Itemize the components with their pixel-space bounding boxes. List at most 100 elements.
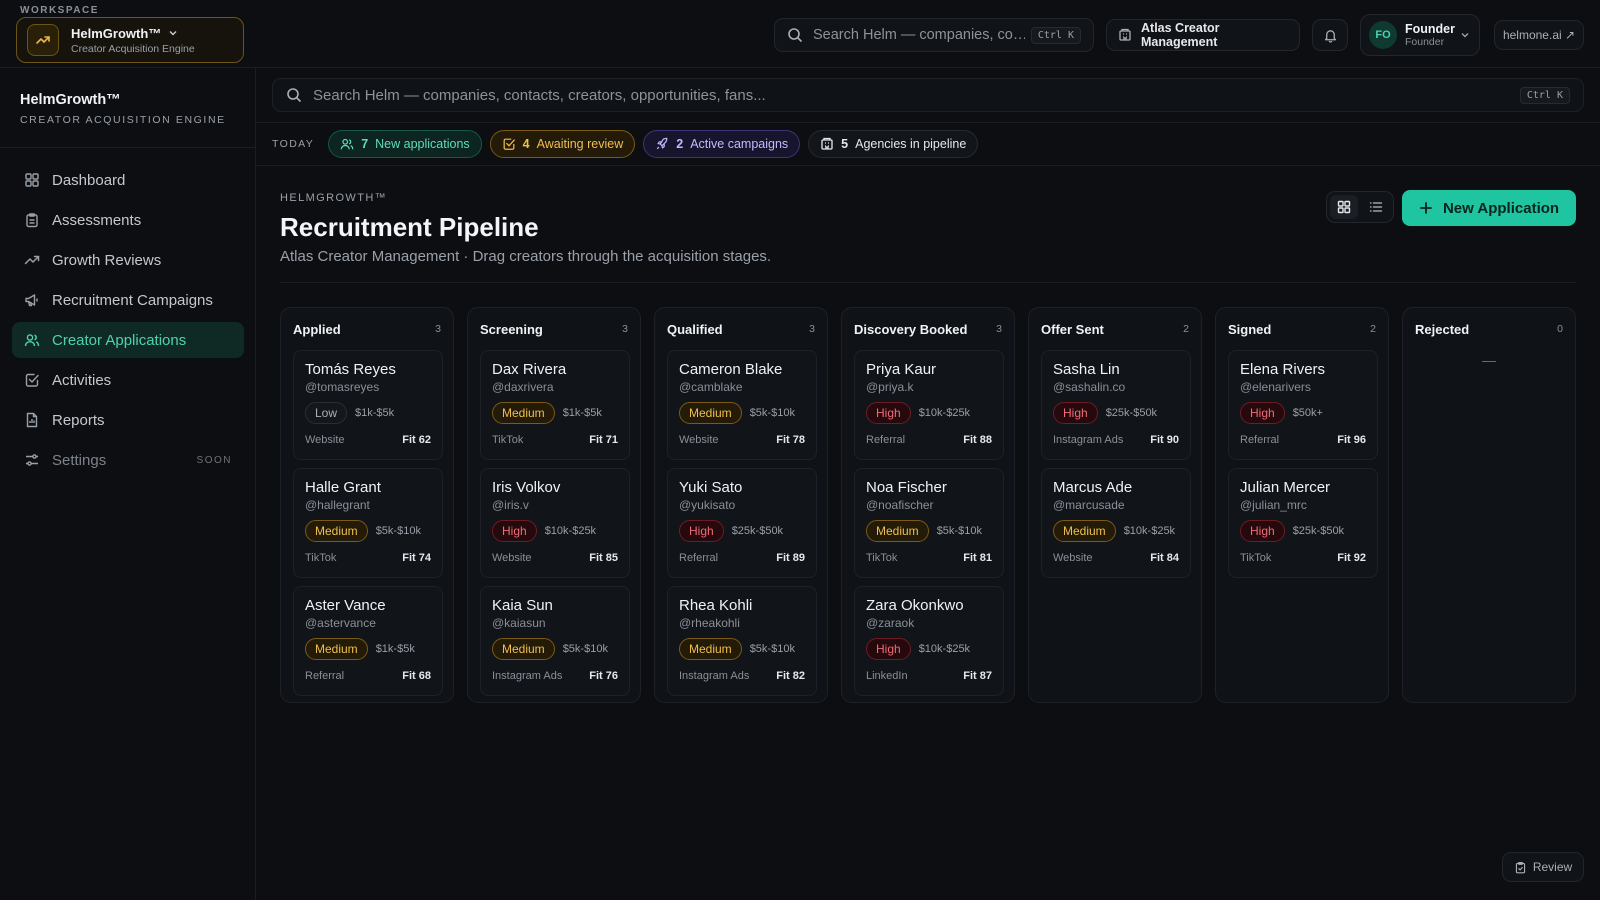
sidebar-item-settings[interactable]: Settings SOON <box>12 442 244 478</box>
creator-card[interactable]: Dax Rivera @daxrivera Medium $1k-$5k TikTok F… <box>480 350 630 460</box>
pipeline-column-rejected[interactable]: Rejected 0 — <box>1402 307 1576 703</box>
pipeline-column-offer-sent[interactable]: Offer Sent 2 Sasha Lin @sashalin.co High $25k… <box>1028 307 1202 703</box>
sliders-icon <box>24 452 40 468</box>
creator-card[interactable]: Sasha Lin @sashalin.co High $25k-$50k Instag… <box>1041 350 1191 460</box>
creator-card[interactable]: Noa Fischer @noafischer Medium $5k-$10k TikT… <box>854 468 1004 578</box>
new-application-button[interactable]: New Application <box>1402 190 1576 226</box>
plus-icon <box>1419 201 1433 215</box>
sidebar-item-growth-reviews[interactable]: Growth Reviews <box>12 242 244 278</box>
fit-score: Fit 71 <box>589 434 618 446</box>
column-header: Qualified 3 <box>667 308 815 350</box>
creator-handle: @elenarivers <box>1240 380 1311 394</box>
lead-source: Referral <box>305 670 345 682</box>
creator-card[interactable]: Iris Volkov @iris.v High $10k-$25k Website Fi… <box>480 468 630 578</box>
column-title: Signed <box>1228 321 1272 337</box>
creator-handle: @yukisato <box>679 498 736 512</box>
creator-card[interactable]: Elena Rivers @elenarivers High $50k+ Referra… <box>1228 350 1378 460</box>
creator-handle: @camblake <box>679 380 743 394</box>
sidebar-item-dashboard[interactable]: Dashboard <box>12 162 244 198</box>
top-bar: WORKSPACE HelmGrowth™ Creator Acquisitio… <box>0 0 1600 68</box>
stat-label: Awaiting review <box>536 137 624 151</box>
creator-card[interactable]: Marcus Ade @marcusade Medium $10k-$25k Websi… <box>1041 468 1191 578</box>
creator-handle: @iris.v <box>492 498 529 512</box>
sidebar-tagline: CREATOR ACQUISITION ENGINE <box>20 114 226 126</box>
workspace-switcher[interactable]: HelmGrowth™ Creator Acquisition Engine <box>16 17 244 63</box>
pipeline-column-applied[interactable]: Applied 3 Tomás Reyes @tomasreyes Low $1k-$5k… <box>280 307 454 703</box>
sidebar-item-recruitment-campaigns[interactable]: Recruitment Campaigns <box>12 282 244 318</box>
budget-range: $1k-$5k <box>355 407 395 419</box>
creator-card[interactable]: Tomás Reyes @tomasreyes Low $1k-$5k Website F… <box>293 350 443 460</box>
trend-icon <box>24 252 40 268</box>
users-icon <box>24 332 40 348</box>
pipeline-column-discovery-booked[interactable]: Discovery Booked 3 Priya Kaur @priya.k High $… <box>841 307 1015 703</box>
sidebar-item-creator-applications[interactable]: Creator Applications <box>12 322 244 358</box>
fit-score: Fit 92 <box>1337 552 1366 564</box>
budget-range: $50k+ <box>1292 407 1323 419</box>
sidebar-item-label: Growth Reviews <box>52 251 162 269</box>
creator-card[interactable]: Cameron Blake @camblake Medium $5k-$10k Webs… <box>667 350 817 460</box>
stat-new-applications[interactable]: 7 New applications <box>328 130 482 158</box>
column-count: 3 <box>996 323 1002 335</box>
organization-selector[interactable]: Atlas Creator Management <box>1106 19 1300 51</box>
priority-badge: Medium <box>492 638 555 660</box>
new-application-label: New Application <box>1442 199 1560 217</box>
sidebar: HelmGrowth™ CREATOR ACQUISITION ENGINE D… <box>0 68 256 900</box>
users-icon <box>340 137 354 151</box>
creator-card[interactable]: Rhea Kohli @rheakohli Medium $5k-$10k Instag… <box>667 586 817 696</box>
budget-range: $5k-$10k <box>749 407 795 419</box>
main-search-input[interactable]: Search Helm — companies, contacts, creat… <box>272 78 1584 112</box>
search-icon <box>286 87 302 103</box>
priority-badge: Medium <box>679 402 742 424</box>
stat-active-campaigns[interactable]: 2 Active campaigns <box>643 130 801 158</box>
pipeline-column-signed[interactable]: Signed 2 Elena Rivers @elenarivers High $50k+… <box>1215 307 1389 703</box>
stat-agencies-in-pipeline[interactable]: 5 Agencies in pipeline <box>808 130 979 158</box>
creator-card[interactable]: Aster Vance @astervance Medium $1k-$5k Refer… <box>293 586 443 696</box>
creator-name: Tomás Reyes <box>305 361 396 378</box>
list-view-button[interactable] <box>1362 195 1390 219</box>
lead-source: Instagram Ads <box>492 670 563 682</box>
creator-handle: @zaraok <box>866 616 915 630</box>
global-search-input[interactable]: Search Helm — companies, co… Ctrl K <box>774 18 1094 52</box>
column-count: 3 <box>622 323 628 335</box>
stat-count: 4 <box>522 137 530 151</box>
organization-name: Atlas Creator Management <box>1141 21 1220 49</box>
creator-card[interactable]: Kaia Sun @kaiasun Medium $5k-$10k Instagram … <box>480 586 630 696</box>
fit-score: Fit 81 <box>963 552 992 564</box>
avatar: FO <box>1369 21 1397 49</box>
notifications-button[interactable] <box>1312 19 1348 51</box>
sidebar-item-label: Reports <box>52 411 105 429</box>
budget-range: $5k-$10k <box>749 643 795 655</box>
creator-name: Sasha Lin <box>1053 361 1120 378</box>
clipboard-icon <box>1514 861 1527 874</box>
creator-card[interactable]: Priya Kaur @priya.k High $10k-$25k Referral F… <box>854 350 1004 460</box>
fit-score: Fit 87 <box>963 670 992 682</box>
grid-view-button[interactable] <box>1330 195 1358 219</box>
pipeline-column-qualified[interactable]: Qualified 3 Cameron Blake @camblake Medium $5… <box>654 307 828 703</box>
creator-card[interactable]: Zara Okonkwo @zaraok High $10k-$25k LinkedIn… <box>854 586 1004 696</box>
creator-name: Yuki Sato <box>679 479 743 496</box>
column-header: Rejected 0 <box>1415 308 1563 350</box>
lead-source: TikTok <box>305 552 337 564</box>
sidebar-item-assessments[interactable]: Assessments <box>12 202 244 238</box>
fit-score: Fit 62 <box>402 434 431 446</box>
creator-card[interactable]: Yuki Sato @yukisato High $25k-$50k Referral F… <box>667 468 817 578</box>
stat-count: 7 <box>361 137 369 151</box>
budget-range: $10k-$25k <box>918 407 971 419</box>
creator-handle: @tomasreyes <box>305 380 380 394</box>
creator-card[interactable]: Halle Grant @hallegrant Medium $5k-$10k TikT… <box>293 468 443 578</box>
priority-badge: High <box>1053 402 1098 424</box>
stat-awaiting-review[interactable]: 4 Awaiting review <box>489 130 636 158</box>
creator-handle: @astervance <box>305 616 376 630</box>
sidebar-item-activities[interactable]: Activities <box>12 362 244 398</box>
site-link[interactable]: helmone.ai ↗ <box>1494 20 1584 50</box>
user-menu[interactable]: FO Founder Founder <box>1360 14 1480 56</box>
pipeline-column-screening[interactable]: Screening 3 Dax Rivera @daxrivera Medium $1k-… <box>467 307 641 703</box>
review-button[interactable]: Review <box>1502 852 1584 882</box>
column-title: Rejected <box>1415 321 1470 337</box>
creator-card[interactable]: Julian Mercer @julian_mrc High $25k-$50k Tik… <box>1228 468 1378 578</box>
stat-count: 5 <box>841 137 849 151</box>
search-shortcut: Ctrl K <box>1030 26 1081 44</box>
creator-name: Noa Fischer <box>866 479 947 496</box>
sidebar-item-reports[interactable]: Reports <box>12 402 244 438</box>
creator-name: Dax Rivera <box>492 361 567 378</box>
